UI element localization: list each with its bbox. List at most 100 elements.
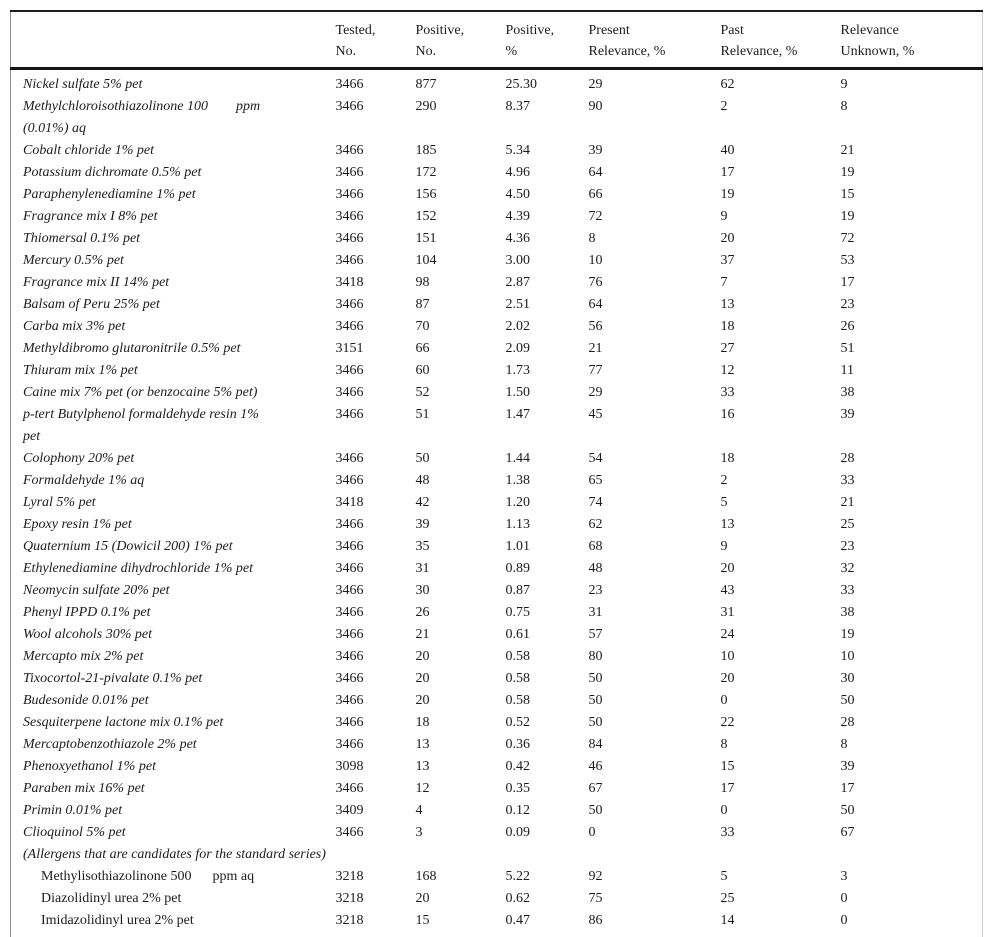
cell-tested_no: 3466 xyxy=(335,693,364,708)
table-row: Thiuram mix 1% pet 3466 60 1.73 77 12 11 xyxy=(11,360,983,382)
cell-positive_no: 39 xyxy=(415,517,430,532)
cell-relevance_unknown_pct: 67 xyxy=(840,825,855,840)
table-row: Methyldibromo glutaronitrile 0.5% pet 315… xyxy=(11,338,983,360)
cell-positive_no: 152 xyxy=(415,209,437,224)
cell-relevance_unknown_pct: 15 xyxy=(840,187,855,202)
cell-positive_pct: 8.37 xyxy=(505,99,531,114)
cell-relevance_unknown_pct: 19 xyxy=(840,209,855,224)
cell-present_relevance_pct: 54 xyxy=(588,451,603,466)
cell-relevance_unknown_pct: 21 xyxy=(840,143,855,158)
allergen-name: Phenyl IPPD 0.1% pet xyxy=(23,605,151,620)
cell-positive_no: 290 xyxy=(415,99,437,114)
cell-positive_no: 42 xyxy=(415,495,430,510)
cell-relevance_unknown_pct: 28 xyxy=(840,715,855,730)
cell-tested_no: 3466 xyxy=(335,781,364,796)
cell-past_relevance_pct: 17 xyxy=(720,781,735,796)
cell-relevance_unknown_pct: 32 xyxy=(840,561,855,576)
allergen-name: Carba mix 3% pet xyxy=(23,319,126,334)
cell-past_relevance_pct: 0 xyxy=(720,803,728,818)
cell-positive_no: 13 xyxy=(415,759,430,774)
cell-past_relevance_pct: 43 xyxy=(720,583,735,598)
cell-tested_no: 3098 xyxy=(335,759,364,774)
cell-positive_no: 52 xyxy=(415,385,430,400)
cell-present_relevance_pct: 75 xyxy=(588,891,603,906)
cell-present_relevance_pct: 31 xyxy=(588,605,603,620)
allergen-name: Paraphenylenediamine 1% pet xyxy=(23,187,196,202)
cell-present_relevance_pct: 50 xyxy=(588,715,603,730)
table-row: Potassium dichromate 0.5% pet 3466 172 4.96… xyxy=(11,162,983,184)
cell-present_relevance_pct: 21 xyxy=(588,341,603,356)
cell-positive_pct: 0.89 xyxy=(505,561,531,576)
allergen-name: Potassium dichromate 0.5% pet xyxy=(23,165,202,180)
cell-positive_no: 13 xyxy=(415,737,430,752)
cell-tested_no: 3466 xyxy=(335,671,364,686)
cell-relevance_unknown_pct: 0 xyxy=(840,913,848,928)
allergen-name: Primin 0.01% pet xyxy=(23,803,123,818)
cell-present_relevance_pct: 39 xyxy=(588,143,603,158)
cell-tested_no: 3466 xyxy=(335,99,364,114)
cell-past_relevance_pct: 40 xyxy=(720,143,735,158)
cell-past_relevance_pct: 12 xyxy=(720,363,735,378)
table-row: Thiomersal 0.1% pet 3466 151 4.36 8 20 72 xyxy=(11,228,983,250)
table-row: Quaternium 15 (Dowicil 200) 1% pet 3466 35… xyxy=(11,536,983,558)
table-row: Sesquiterpene lactone mix 0.1% pet 3466 18… xyxy=(11,712,983,734)
cell-relevance_unknown_pct: 8 xyxy=(840,737,848,752)
cell-past_relevance_pct: 2 xyxy=(720,99,728,114)
table-row: Wool alcohols 30% pet 3466 21 0.61 57 24 19 xyxy=(11,624,983,646)
table-row: Methylisothiazolinone 500 ppm aq 3218 168 5… xyxy=(11,866,983,888)
table-row: Primin 0.01% pet 3409 4 0.12 50 0 50 xyxy=(11,800,983,822)
cell-positive_no: 4 xyxy=(415,803,423,818)
cell-past_relevance_pct: 10 xyxy=(720,649,735,664)
cell-positive_no: 51 xyxy=(415,407,430,422)
allergen-name: Thiuram mix 1% pet xyxy=(23,363,138,378)
allergen-name: Imidazolidinyl urea 2% pet xyxy=(41,913,194,928)
cell-present_relevance_pct: 50 xyxy=(588,693,603,708)
table-body: Nickel sulfate 5% pet 3466 877 25.30 29 62 9 Me… xyxy=(11,69,983,937)
cell-tested_no: 3466 xyxy=(335,143,364,158)
cell-tested_no: 3466 xyxy=(335,583,364,598)
cell-relevance_unknown_pct: 33 xyxy=(840,473,855,488)
cell-past_relevance_pct: 27 xyxy=(720,341,735,356)
cell-past_relevance_pct: 20 xyxy=(720,561,735,576)
cell-past_relevance_pct: 0 xyxy=(720,693,728,708)
cell-positive_no: 98 xyxy=(415,275,430,290)
cell-tested_no: 3466 xyxy=(335,319,364,334)
allergen-name: Sesquiterpene lactone mix 0.1% pet xyxy=(23,715,224,730)
cell-tested_no: 3466 xyxy=(335,605,364,620)
column-header-positive_pct: Positive, % xyxy=(505,11,589,70)
cell-tested_no: 3466 xyxy=(335,539,364,554)
cell-positive_pct: 0.58 xyxy=(505,671,531,686)
allergen-name: Quaternium 15 (Dowicil 200) 1% pet xyxy=(23,539,233,554)
cell-tested_no: 3418 xyxy=(335,275,364,290)
column-header-past_relevance_pct: Past Relevance, % xyxy=(720,11,841,70)
cell-present_relevance_pct: 74 xyxy=(588,495,603,510)
cell-past_relevance_pct: 2 xyxy=(720,473,728,488)
cell-tested_no: 3466 xyxy=(335,737,364,752)
cell-positive_no: 26 xyxy=(415,605,430,620)
cell-relevance_unknown_pct: 30 xyxy=(840,671,855,686)
cell-relevance_unknown_pct: 50 xyxy=(840,693,855,708)
cell-positive_pct: 0.62 xyxy=(505,891,531,906)
cell-positive_pct: 0.36 xyxy=(505,737,531,752)
cell-positive_pct: 1.50 xyxy=(505,385,531,400)
cell-relevance_unknown_pct: 19 xyxy=(840,165,855,180)
cell-relevance_unknown_pct: 51 xyxy=(840,341,855,356)
cell-relevance_unknown_pct: 26 xyxy=(840,319,855,334)
table-row: Formaldehyde 1% aq 3466 48 1.38 65 2 33 xyxy=(11,470,983,492)
allergen-name: Cobalt chloride 1% pet xyxy=(23,143,155,158)
cell-present_relevance_pct: 64 xyxy=(588,165,603,180)
cell-positive_no: 20 xyxy=(415,891,430,906)
cell-positive_no: 20 xyxy=(415,671,430,686)
allergen-name: Mercaptobenzothiazole 2% pet xyxy=(23,737,197,752)
cell-positive_no: 104 xyxy=(415,253,437,268)
cell-relevance_unknown_pct: 39 xyxy=(840,407,855,422)
cell-relevance_unknown_pct: 72 xyxy=(840,231,855,246)
cell-tested_no: 3466 xyxy=(335,451,364,466)
cell-positive_no: 21 xyxy=(415,627,430,642)
cell-positive_no: 12 xyxy=(415,781,430,796)
cell-present_relevance_pct: 57 xyxy=(588,627,603,642)
cell-tested_no: 3409 xyxy=(335,803,364,818)
cell-present_relevance_pct: 62 xyxy=(588,517,603,532)
cell-past_relevance_pct: 13 xyxy=(720,297,735,312)
